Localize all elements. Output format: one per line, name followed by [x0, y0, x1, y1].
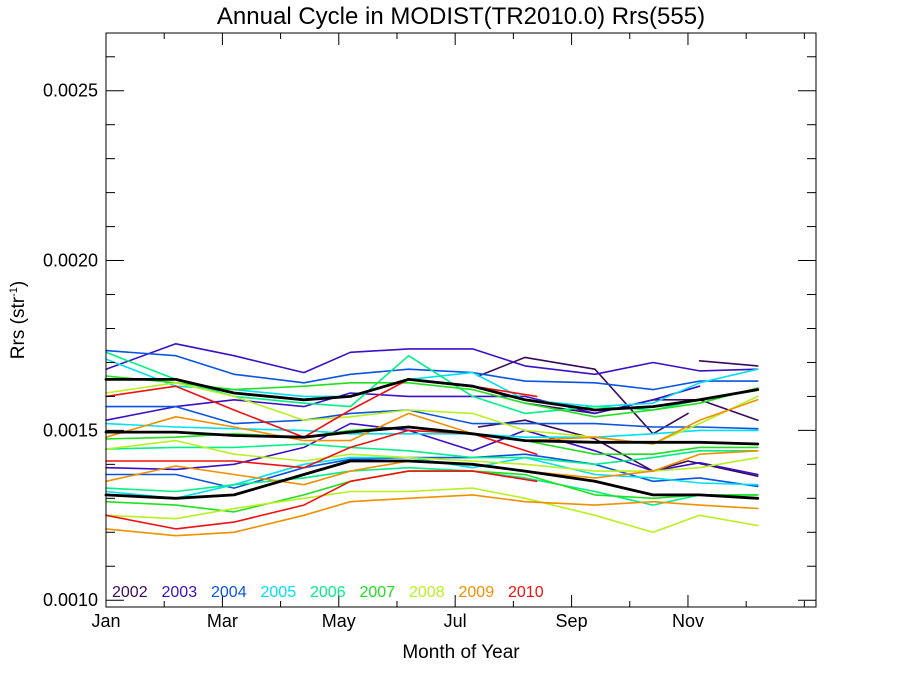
- series-line-23: [105, 398, 759, 445]
- y-axis-label-base: Rrs (str: [8, 296, 29, 359]
- plot-frame: [105, 32, 817, 608]
- legend-entry-2007: 2007: [360, 584, 396, 601]
- x-tick-label: May: [322, 611, 356, 631]
- series-line-13: [105, 456, 759, 500]
- x-tick-label: Mar: [207, 611, 238, 631]
- legend-entry-2004: 2004: [211, 584, 247, 601]
- series-line-31: [104, 459, 760, 500]
- series-line-16: [105, 466, 759, 506]
- series-line-22: [105, 487, 759, 534]
- series-line-21: [105, 439, 759, 472]
- series-line-12: [105, 422, 759, 439]
- series-line-28: [105, 470, 538, 530]
- legend-entry-2003: 2003: [162, 584, 198, 601]
- y-tick-label: 0.0020: [43, 251, 98, 271]
- y-tick-label: 0.0010: [43, 590, 98, 610]
- series-line-25: [105, 494, 759, 537]
- x-tick-label: Sep: [556, 611, 588, 631]
- y-axis-label: Rrs (str-1): [8, 281, 29, 359]
- legend-entry-2009: 2009: [459, 584, 495, 601]
- legend-entry-2010: 2010: [508, 584, 544, 601]
- y-tick-label: 0.0025: [43, 81, 98, 101]
- legend: 2002 2003 2004 2005 2006 2007 2008 2009 2010: [112, 584, 544, 601]
- series-line-29: [104, 377, 760, 412]
- x-tick-label: Jan: [91, 611, 120, 631]
- legend-entry-2008: 2008: [409, 584, 445, 601]
- series-layer: [104, 342, 760, 537]
- series-line-8: [105, 349, 759, 391]
- legend-entry-2002: 2002: [112, 584, 148, 601]
- series-line-15: [105, 443, 759, 466]
- y-tick-label: 0.0015: [43, 420, 98, 440]
- chart-title: Annual Cycle in MODIST(TR2010.0) Rrs(555…: [217, 3, 705, 30]
- series-line-9: [105, 405, 759, 430]
- legend-entry-2005: 2005: [261, 584, 297, 601]
- legend-entry-2006: 2006: [310, 584, 346, 601]
- x-tick-label: Nov: [672, 611, 704, 631]
- x-axis-label: Month of Year: [402, 642, 520, 663]
- series-line-5: [105, 342, 759, 376]
- series-line-17: [105, 375, 759, 418]
- series-line-2: [698, 359, 759, 367]
- x-tick-label: Jul: [444, 611, 467, 631]
- series-line-30: [104, 425, 760, 446]
- series-line-7: [105, 422, 759, 476]
- axes-layer: Jan Mar May Jul Sep Nov 0.0010 0.0015 0.0020 0.00…: [43, 32, 817, 631]
- y-axis-label-superscript: -1: [8, 287, 20, 297]
- y-axis-label-tail: ): [8, 281, 29, 287]
